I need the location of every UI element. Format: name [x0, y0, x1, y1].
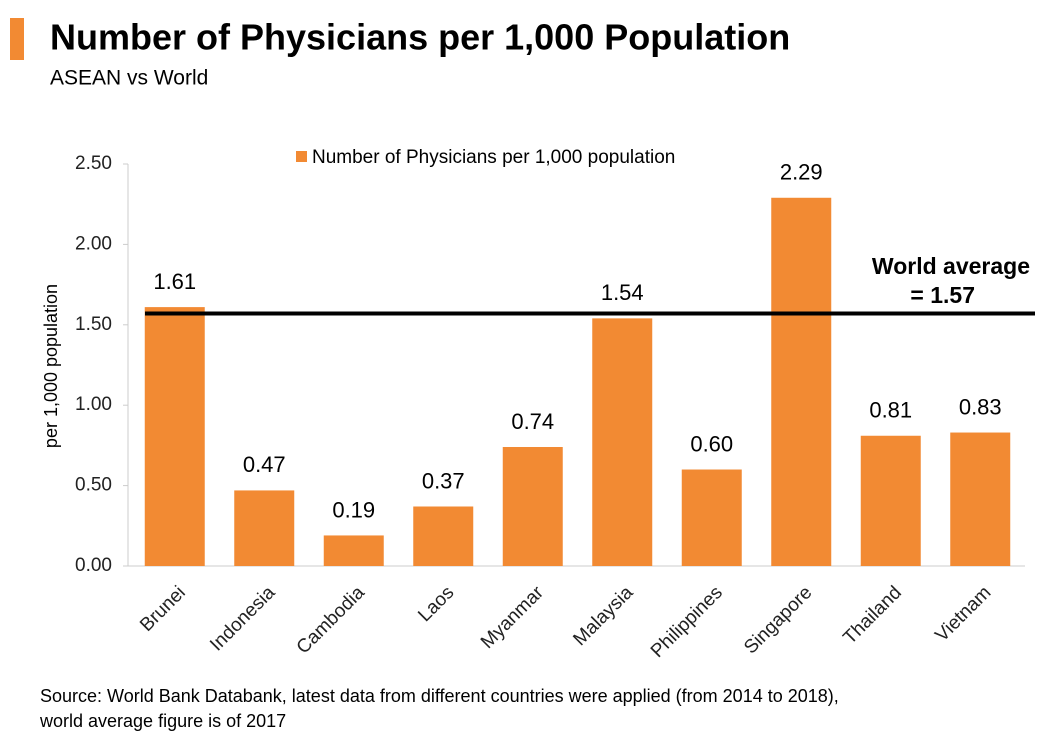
chart-title: Number of Physicians per 1,000 Populatio…	[50, 17, 790, 58]
legend-swatch	[296, 151, 307, 162]
y-axis-label: per 1,000 population	[41, 284, 61, 448]
value-label: 0.47	[243, 452, 286, 477]
y-tick-label: 1.00	[75, 394, 112, 415]
value-label: 0.37	[422, 468, 465, 493]
bar	[681, 469, 742, 566]
bar	[234, 490, 295, 566]
value-label: 1.54	[601, 280, 644, 305]
value-label: 0.19	[332, 497, 375, 522]
value-label: 0.74	[511, 409, 554, 434]
x-tick-label: Vietnam	[931, 582, 995, 646]
source-text: Source: World Bank Databank, latest data…	[40, 686, 839, 706]
x-tick-label: Indonesia	[206, 582, 279, 655]
x-tick-label: Thailand	[839, 582, 905, 648]
y-tick-label: 2.00	[75, 233, 112, 254]
bar	[502, 447, 563, 566]
x-tick-label: Malaysia	[569, 582, 637, 650]
x-tick-label: Cambodia	[293, 582, 369, 658]
chart-subtitle: ASEAN vs World	[50, 67, 208, 90]
x-tick-label: Philippines	[647, 582, 727, 662]
title-marker	[10, 18, 24, 60]
reference-label: World average	[872, 253, 1030, 279]
bar	[413, 506, 474, 566]
value-label: 0.81	[869, 398, 912, 423]
x-tick-label: Laos	[414, 582, 458, 626]
bar	[860, 435, 921, 566]
legend-label: Number of Physicians per 1,000 populatio…	[312, 147, 675, 168]
value-label: 2.29	[780, 160, 823, 185]
bar	[323, 535, 384, 566]
y-tick-label: 0.50	[75, 475, 112, 496]
x-tick-label: Myanmar	[477, 582, 548, 653]
bar	[771, 197, 832, 566]
reference-label: = 1.57	[910, 282, 975, 308]
bar	[950, 432, 1011, 566]
x-tick-label: Singapore	[740, 582, 816, 658]
bar	[592, 318, 653, 566]
y-tick-label: 2.50	[75, 153, 112, 174]
y-tick-label: 1.50	[75, 314, 112, 335]
source-text: world average figure is of 2017	[39, 711, 286, 731]
value-label: 1.61	[153, 269, 196, 294]
value-label: 0.83	[959, 394, 1002, 419]
bar	[144, 307, 205, 566]
value-label: 0.60	[690, 431, 733, 456]
y-tick-label: 0.00	[75, 555, 112, 576]
x-tick-label: Brunei	[136, 582, 190, 636]
